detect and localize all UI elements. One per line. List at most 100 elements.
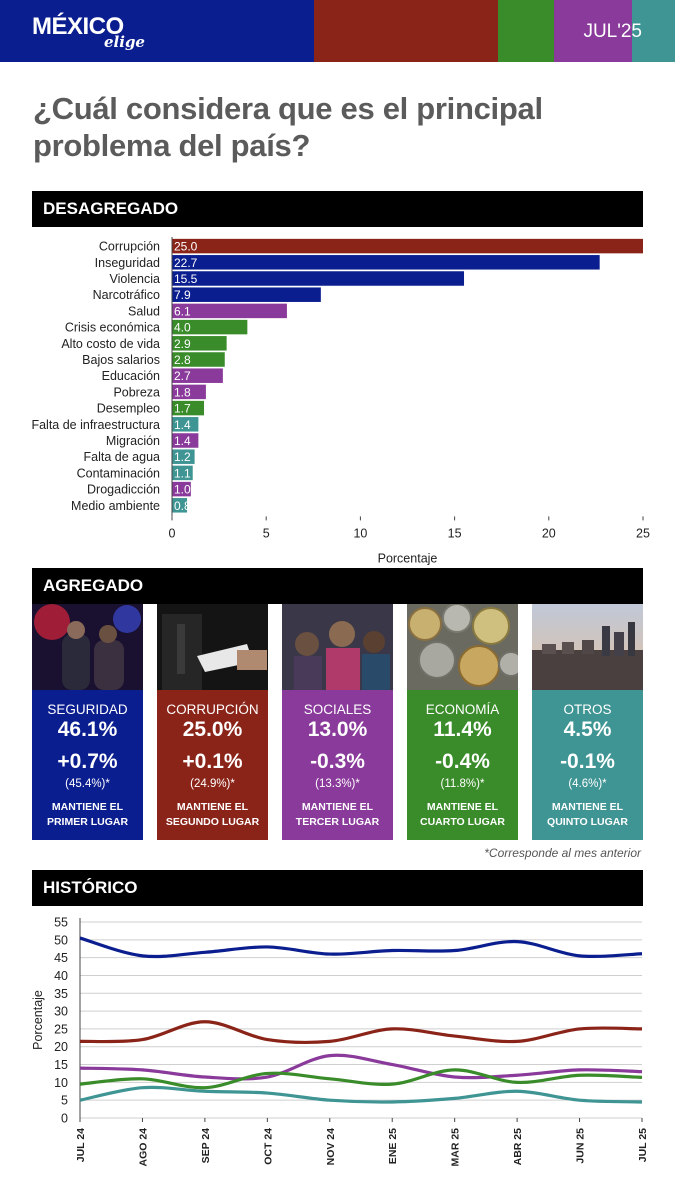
otros-rank: MANTIENE EL QUINTO LUGAR	[532, 800, 643, 830]
line-y-tick-label: 20	[54, 1040, 68, 1054]
seguridad-body: SEGURIDAD 46.1% +0.7% (45.4%)* MANTIENE …	[32, 690, 143, 840]
line-x-tick-label: JUN 25	[575, 1128, 587, 1164]
economia-pct: 11.4%	[433, 718, 492, 741]
disaggregated-bar-chart: Corrupción 25.0 Inseguridad 22.7 Violencia 15…	[31, 237, 650, 565]
bar-x-tick-label: 20	[542, 526, 556, 540]
economia-rank-2: CUARTO LUGAR	[420, 816, 505, 828]
economia-rank: MANTIENE EL CUARTO LUGAR	[407, 800, 518, 830]
line-series-otros	[79, 1085, 643, 1104]
line-y-tick-label: 25	[54, 1022, 68, 1036]
section-aggregated: AGREGADO	[32, 568, 643, 604]
bar-value-label: 0.8	[174, 499, 191, 513]
otros-prev: (4.6%)*	[568, 778, 607, 790]
economia-name: ECONOMÍA	[425, 702, 500, 717]
sociales-pct: 13.0%	[307, 718, 368, 741]
date-label: JUL'25	[583, 21, 642, 42]
bar	[172, 368, 223, 383]
line-x-tick-label: ENE 25	[387, 1128, 399, 1164]
line-x-tick-label: OCT 24	[262, 1128, 274, 1165]
corrupcion-pct: 25.0%	[182, 718, 243, 741]
bar-category-label: Educación	[102, 369, 160, 383]
footnote: *Corresponde al mes anterior	[484, 846, 641, 860]
corrupcion-prev: (24.9%)*	[190, 778, 235, 790]
bar	[172, 449, 195, 464]
bar	[172, 498, 188, 513]
logo-sub: elige	[104, 33, 145, 51]
section-disaggregated: DESAGREGADO	[32, 191, 643, 227]
bar-category-label: Migración	[106, 434, 160, 448]
bar	[172, 287, 321, 302]
sociales-rank-1: MANTIENE EL	[301, 801, 374, 813]
bar	[172, 417, 199, 432]
bar-value-label: 1.1	[174, 466, 191, 480]
line-series-seguridad	[79, 936, 643, 959]
corrupcion-change: +0.1%	[182, 750, 243, 773]
otros-pct: 4.5%	[563, 718, 612, 741]
line-y-tick-label: 0	[61, 1112, 68, 1126]
header-band: MÉXICO elige JUL'25	[0, 0, 675, 62]
line-y-tick-label: 40	[54, 969, 68, 983]
bar-x-tick-label: 0	[169, 526, 176, 540]
band-teal	[632, 0, 675, 62]
bar	[172, 303, 287, 319]
band-green	[498, 0, 554, 62]
bar-value-label: 2.7	[174, 369, 191, 383]
bar-value-label: 22.7	[174, 256, 198, 270]
line-y-axis-title: Porcentaje	[31, 990, 45, 1050]
economia-body: ECONOMÍA 11.4% -0.4% (11.8%)* MANTIENE E…	[407, 690, 518, 840]
line-x-tick-label: MAR 25	[450, 1128, 462, 1167]
bar-x-tick-label: 25	[636, 526, 650, 540]
headline: ¿Cuál considera que es el principal prob…	[33, 91, 543, 163]
bar-category-label: Salud	[128, 304, 160, 318]
bar-value-label: 2.8	[174, 353, 191, 367]
bar-value-label: 7.9	[174, 288, 191, 302]
sociales-rank-2: TERCER LUGAR	[295, 816, 380, 828]
sociales-change: -0.3%	[310, 750, 365, 773]
line-y-tick-label: 15	[54, 1058, 68, 1072]
line-x-tick-label: NOV 24	[325, 1128, 337, 1166]
card-otros: OTROS 4.5% -0.1% (4.6%)* MANTIENE EL QUIN…	[532, 604, 643, 840]
sociales-photo	[282, 604, 393, 690]
economia-change: -0.4%	[435, 750, 490, 773]
bar-value-label: 25.0	[174, 240, 198, 254]
sociales-prev: (13.3%)*	[315, 778, 360, 790]
otros-photo	[532, 604, 643, 690]
bar-x-tick-label: 5	[263, 526, 270, 540]
line-y-tick-label: 45	[54, 951, 68, 965]
otros-change: -0.1%	[560, 750, 615, 773]
card-sociales: SOCIALES 13.0% -0.3% (13.3%)* MANTIENE E…	[282, 604, 393, 840]
seguridad-name: SEGURIDAD	[47, 702, 128, 717]
corrupcion-rank-2: SEGUNDO LUGAR	[165, 816, 260, 828]
bar-value-label: 6.1	[174, 304, 191, 318]
bar-category-label: Falta de agua	[84, 450, 160, 464]
seguridad-rank-1: MANTIENE EL	[51, 801, 124, 813]
line-series-sociales	[79, 1053, 643, 1081]
bar-category-label: Bajos salarios	[82, 353, 160, 367]
line-y-tick-label: 55	[54, 916, 68, 930]
line-series-corrupcion	[79, 1020, 643, 1045]
bar	[172, 433, 199, 448]
bar	[172, 384, 206, 400]
bar-category-label: Crisis económica	[65, 321, 160, 335]
bar-category-label: Narcotráfico	[93, 288, 160, 302]
bar	[172, 255, 600, 270]
bar-category-label: Falta de infraestructura	[31, 418, 160, 432]
economia-rank-1: MANTIENE EL	[426, 801, 499, 813]
bar-x-tick-label: 10	[353, 526, 367, 540]
bar-value-label: 1.4	[174, 434, 191, 448]
line-x-tick-label: SEP 24	[200, 1128, 212, 1164]
bar	[172, 481, 191, 497]
card-economia: ECONOMÍA 11.4% -0.4% (11.8%)* MANTIENE E…	[407, 604, 518, 840]
logo-main: MÉXICO	[32, 13, 124, 40]
line-y-tick-label: 35	[54, 987, 68, 1001]
band-purple	[554, 0, 632, 62]
seguridad-change: +0.7%	[57, 750, 118, 773]
line-y-tick-label: 30	[54, 1005, 68, 1019]
bar-value-label: 1.0	[174, 483, 191, 497]
bar-value-label: 1.8	[174, 385, 191, 399]
logo: MÉXICO elige	[32, 13, 145, 52]
bar	[172, 336, 227, 351]
corrupcion-body: CORRUPCIÓN 25.0% +0.1% (24.9%)* MANTIENE…	[157, 690, 268, 840]
bar-category-label: Inseguridad	[95, 256, 160, 270]
corrupcion-photo	[157, 604, 268, 690]
